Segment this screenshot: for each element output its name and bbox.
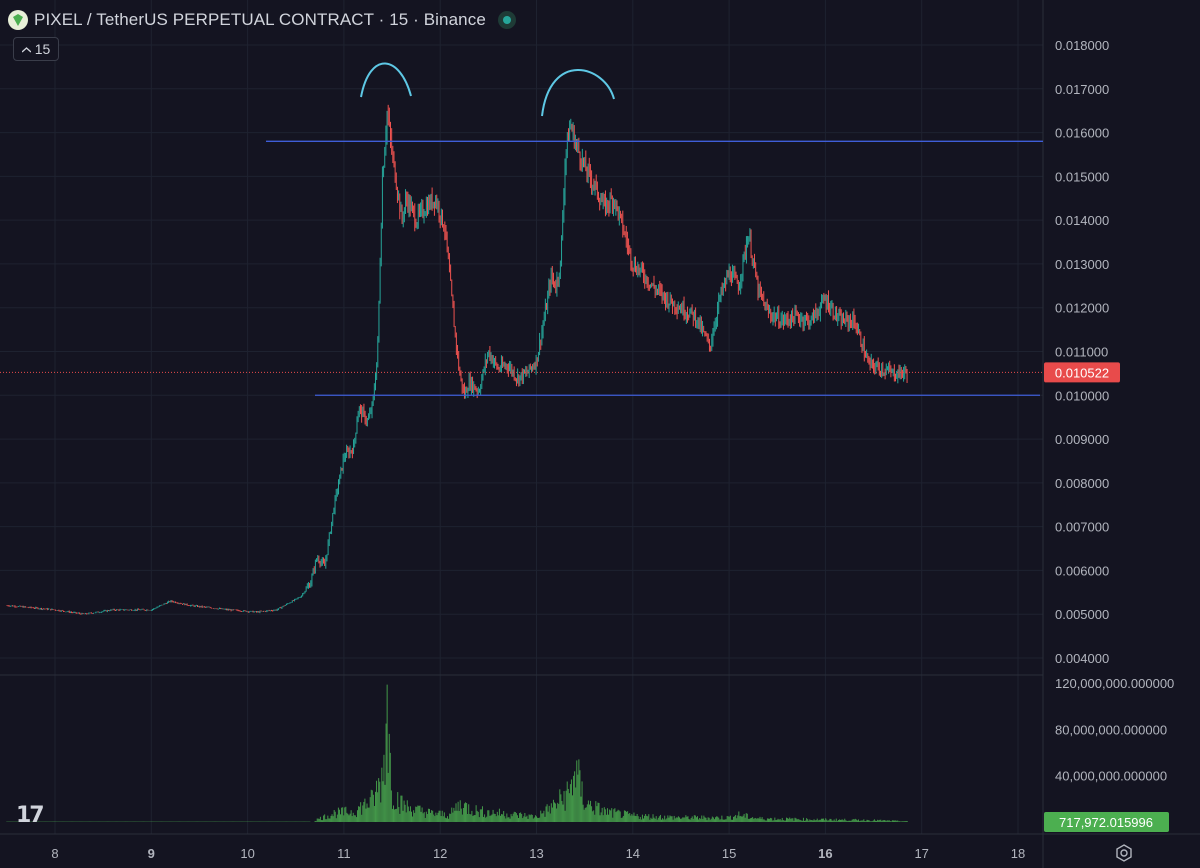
second-top-arc	[541, 69, 615, 117]
price-tick-label: 0.017000	[1055, 82, 1109, 97]
last-price-value: 0.010522	[1055, 365, 1109, 380]
price-axis-labels: 0.018000 0.017000 0.016000 0.015000 0.014000…	[1055, 38, 1109, 666]
price-tick-label: 0.009000	[1055, 432, 1109, 447]
market-open-status-icon[interactable]	[497, 11, 516, 29]
time-tick-label: 18	[1011, 846, 1025, 861]
price-tick-label: 0.011000	[1055, 345, 1108, 360]
price-tick-label: 0.006000	[1055, 563, 1109, 578]
time-tick-label: 14	[626, 846, 640, 861]
chart-header: PIXEL / TetherUS PERPETUAL CONTRACT · 15…	[8, 6, 516, 34]
collapse-icon	[21, 46, 31, 53]
last-volume-value: 717,972.015996	[1059, 815, 1153, 830]
volume-tick-label: 40,000,000.000000	[1055, 769, 1167, 784]
tradingview-logo-icon[interactable]: 17	[16, 803, 45, 828]
volume-series	[6, 684, 908, 822]
price-tick-label: 0.012000	[1055, 301, 1109, 316]
price-tick-label: 0.014000	[1055, 213, 1109, 228]
price-series	[6, 104, 908, 615]
price-tick-label: 0.005000	[1055, 607, 1109, 622]
interval-selector[interactable]: 15	[13, 37, 59, 61]
double-top-annotations[interactable]	[360, 62, 615, 117]
interval-label: 15	[34, 41, 51, 57]
time-tick-label: 10	[240, 846, 254, 861]
volume-axis-labels: 120,000,000.000000 80,000,000.000000 40,00…	[1055, 676, 1174, 784]
time-tick-label: 15	[722, 846, 736, 861]
time-tick-label: 12	[433, 846, 447, 861]
time-tick-label: 8	[51, 846, 58, 861]
price-tick-label: 0.004000	[1055, 651, 1109, 666]
time-tick-label: 9	[148, 846, 155, 861]
pixel-logo-icon	[8, 10, 28, 30]
settings-gear-icon[interactable]	[1114, 843, 1134, 863]
time-tick-label: 13	[529, 846, 543, 861]
price-tick-label: 0.013000	[1055, 257, 1109, 272]
volume-tick-label: 120,000,000.000000	[1055, 676, 1174, 691]
symbol-title[interactable]: PIXEL / TetherUS PERPETUAL CONTRACT · 15…	[34, 10, 486, 29]
time-tick-label: 16	[818, 846, 832, 861]
first-top-arc	[360, 62, 412, 98]
last-volume-badge: 717,972.015996	[1044, 812, 1169, 832]
horizontal-lines[interactable]	[266, 140, 1043, 396]
grid-lines	[0, 0, 1043, 834]
time-tick-label: 11	[337, 846, 351, 861]
price-tick-label: 0.016000	[1055, 126, 1109, 141]
time-axis-labels: 8 9 10 11 12 13 14 15 16 17 18	[51, 846, 1025, 861]
price-tick-label: 0.008000	[1055, 476, 1109, 491]
price-tick-label: 0.018000	[1055, 38, 1109, 53]
price-tick-label: 0.007000	[1055, 520, 1109, 535]
time-tick-label: 17	[914, 846, 928, 861]
price-tick-label: 0.010000	[1055, 388, 1109, 403]
price-tick-label: 0.015000	[1055, 169, 1109, 184]
last-price-badge: 0.010522	[1044, 362, 1120, 383]
volume-tick-label: 80,000,000.000000	[1055, 722, 1167, 737]
